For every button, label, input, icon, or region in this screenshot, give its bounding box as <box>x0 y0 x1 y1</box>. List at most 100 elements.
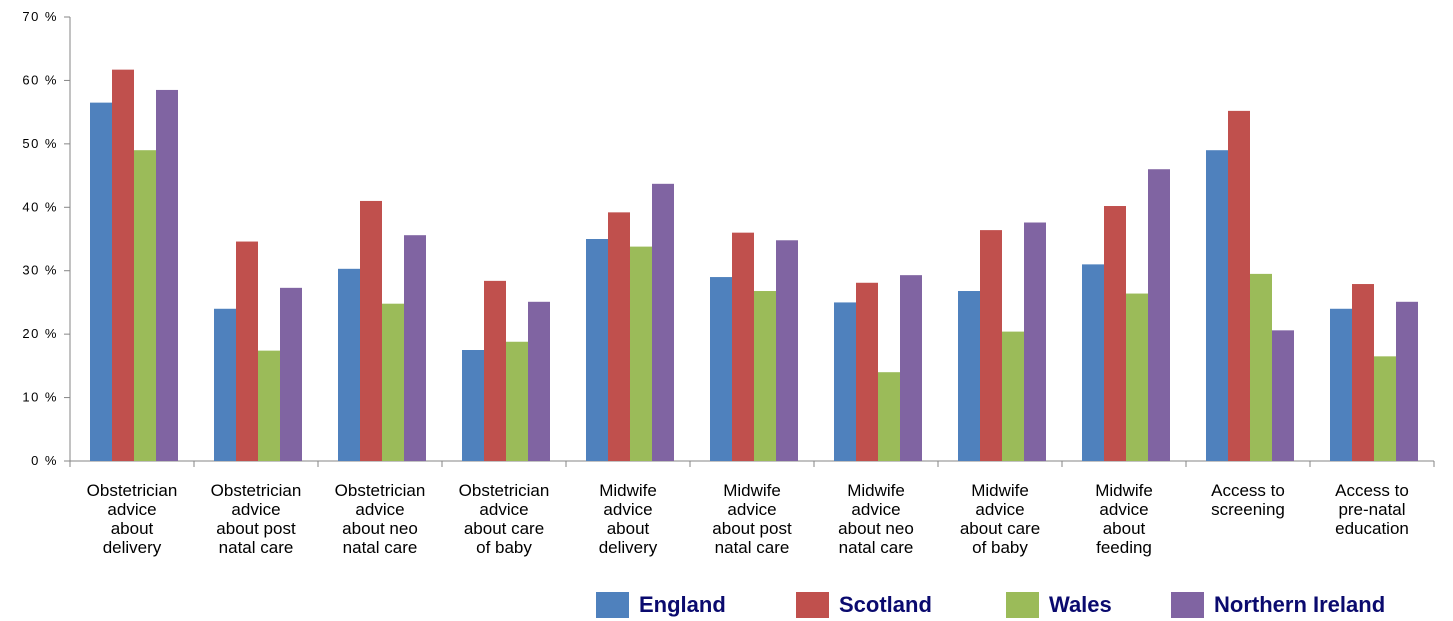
bar <box>1352 284 1374 461</box>
bar <box>236 241 258 461</box>
x-tick-label-line: natal care <box>343 538 418 557</box>
x-tick-label-line: Obstetrician <box>459 481 550 500</box>
x-tick-label-line: delivery <box>599 538 658 557</box>
x-tick-label: Obstetrician advice about care of baby <box>459 481 550 557</box>
x-tick-label-line: Access to <box>1335 481 1409 500</box>
x-tick-label: Midwife advice about delivery <box>599 481 658 557</box>
bar <box>1082 264 1104 461</box>
x-tick-label-line: about care <box>960 519 1040 538</box>
x-tick-label-line: advice <box>107 500 156 519</box>
x-tick-label-line: Midwife <box>1095 481 1153 500</box>
x-tick-label: Obstetrician advice about delivery <box>87 481 178 557</box>
x-tick-label-line: about care <box>464 519 544 538</box>
bar <box>338 268 360 461</box>
bar <box>1104 206 1126 461</box>
bar <box>404 235 426 461</box>
bar <box>382 303 404 461</box>
y-tick-label: 40 % <box>22 199 58 214</box>
x-tick-label-line: Obstetrician <box>211 481 302 500</box>
x-tick-label-line: advice <box>975 500 1024 519</box>
bar <box>134 150 156 461</box>
bar <box>1024 222 1046 461</box>
bar <box>1206 150 1228 461</box>
x-tick-label-line: advice <box>355 500 404 519</box>
x-tick-label-line: about <box>1103 519 1146 538</box>
bar <box>462 350 484 461</box>
bar <box>958 291 980 461</box>
bar <box>112 69 134 461</box>
labels: Obstetrician advice about deliveryObstetric… <box>87 481 1409 557</box>
y-tick-label: 0 % <box>31 453 58 468</box>
x-tick-label: Access to pre-natal education <box>1335 481 1409 538</box>
bar <box>608 212 630 461</box>
x-tick-label-line: screening <box>1211 500 1285 519</box>
y-tick-label: 60 % <box>22 72 58 87</box>
legend-swatch <box>796 592 829 618</box>
bar <box>506 341 528 461</box>
bar <box>1330 308 1352 461</box>
bar <box>878 372 900 461</box>
bar <box>1148 169 1170 461</box>
x-tick-label-line: natal care <box>715 538 790 557</box>
bar <box>258 350 280 461</box>
bar <box>834 302 856 461</box>
x-tick-label: Midwife advice about post natal care <box>712 481 792 557</box>
bar <box>1126 293 1148 461</box>
bar <box>980 230 1002 461</box>
legend-swatch <box>1171 592 1204 618</box>
x-tick-label-line: advice <box>479 500 528 519</box>
x-tick-label-line: Midwife <box>971 481 1029 500</box>
x-tick-label-line: Obstetrician <box>87 481 178 500</box>
y-tick-label: 50 % <box>22 136 58 151</box>
legend: England Scotland Wales Northern Ireland <box>596 592 1385 618</box>
bar <box>1002 331 1024 461</box>
x-tick-label-line: Midwife <box>847 481 905 500</box>
x-tick-label-line: Obstetrician <box>335 481 426 500</box>
bar <box>1396 301 1418 461</box>
bars <box>90 69 1418 462</box>
bar <box>856 282 878 461</box>
x-tick-label: Obstetrician advice about post natal care <box>211 481 302 557</box>
x-tick-label: Midwife advice about care of baby <box>960 481 1040 557</box>
bar <box>484 280 506 461</box>
x-tick-label-line: advice <box>231 500 280 519</box>
y-tick-label: 20 % <box>22 326 58 341</box>
bar <box>1250 273 1272 461</box>
legend-swatch <box>1006 592 1039 618</box>
x-tick-label-line: Access to <box>1211 481 1285 500</box>
x-tick-label-line: Midwife <box>723 481 781 500</box>
bar <box>280 287 302 461</box>
x-tick-label-line: about post <box>712 519 792 538</box>
x-tick-label-line: feeding <box>1096 538 1152 557</box>
x-tick-label: Obstetrician advice about neo natal care <box>335 481 426 557</box>
x-tick-label-line: about <box>111 519 154 538</box>
legend-label: Northern Ireland <box>1214 592 1385 617</box>
y-tick-label: 30 % <box>22 263 58 278</box>
x-tick-label-line: pre-natal <box>1338 500 1405 519</box>
x-tick-label-line: about neo <box>342 519 418 538</box>
bar <box>900 275 922 461</box>
bar <box>586 239 608 461</box>
x-tick-label-line: about <box>607 519 650 538</box>
bar <box>754 291 776 461</box>
bar <box>1272 330 1294 461</box>
bar <box>528 301 550 461</box>
y-tick-label: 70 % <box>22 9 58 24</box>
bar <box>156 89 178 461</box>
bar <box>776 240 798 461</box>
bar <box>630 246 652 461</box>
bar <box>90 102 112 461</box>
bar <box>710 277 732 461</box>
x-tick-label-line: of baby <box>476 538 532 557</box>
x-tick-label-line: advice <box>603 500 652 519</box>
x-tick-label-line: advice <box>727 500 776 519</box>
x-tick-label-line: natal care <box>219 538 294 557</box>
bar <box>732 232 754 461</box>
x-tick-label-line: education <box>1335 519 1409 538</box>
x-tick-label-line: advice <box>851 500 900 519</box>
x-tick-label: Midwife advice about feeding <box>1095 481 1153 557</box>
x-tick-label-line: about neo <box>838 519 914 538</box>
legend-label: England <box>639 592 726 617</box>
legend-swatch <box>596 592 629 618</box>
y-tick-label: 10 % <box>22 390 58 405</box>
